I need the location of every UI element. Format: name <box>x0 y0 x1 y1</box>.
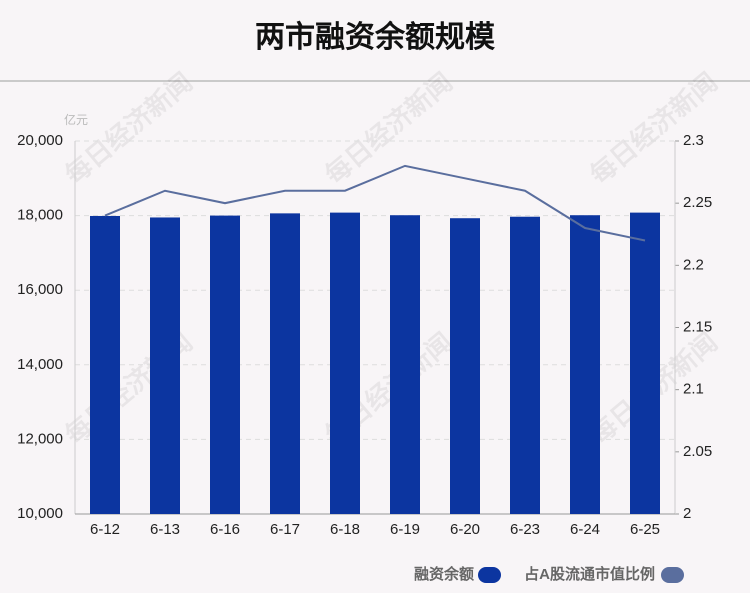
x-tick-label: 6-12 <box>90 521 120 538</box>
x-tick-label: 6-25 <box>630 521 660 538</box>
y2-tick-label: 2.25 <box>683 194 712 211</box>
x-tick-label: 6-24 <box>570 521 600 538</box>
line <box>104 164 646 242</box>
x-tick-label: 6-16 <box>210 521 240 538</box>
y2-tick-label: 2 <box>683 505 691 522</box>
y-tick-label: 16,000 <box>17 281 63 298</box>
y-tick-label: 14,000 <box>17 356 63 373</box>
y-axis-unit: 亿元 <box>64 112 88 127</box>
y2-tick-label: 2.15 <box>683 318 712 335</box>
x-tick-label: 6-17 <box>270 521 300 538</box>
y2-tick-label: 2.05 <box>683 443 712 460</box>
bar <box>510 216 540 514</box>
y2-tick-label: 2.1 <box>683 381 704 398</box>
x-tick-label: 6-13 <box>150 521 180 538</box>
y-tick-label: 10,000 <box>17 505 63 522</box>
legend-label: 融资余额 <box>414 565 474 583</box>
bar <box>570 215 600 515</box>
x-tick-label: 6-19 <box>390 521 420 538</box>
legend-swatch <box>661 567 684 583</box>
y2-tick-label: 2.3 <box>683 132 704 149</box>
x-tick-label: 6-20 <box>450 521 480 538</box>
bar <box>390 215 420 515</box>
bar <box>330 212 360 514</box>
x-tick-label: 6-23 <box>510 521 540 538</box>
chart-title: 两市融资余额规模 <box>255 20 495 54</box>
bar <box>150 217 180 514</box>
bar <box>630 212 660 514</box>
y-tick-label: 12,000 <box>17 430 63 447</box>
legend-label: 占A股流通市值比例 <box>524 565 655 583</box>
y2-tick-label: 2.2 <box>683 256 704 273</box>
bar <box>450 218 480 514</box>
y-tick-label: 20,000 <box>17 132 63 149</box>
legend-swatch <box>478 567 501 583</box>
x-tick-label: 6-18 <box>330 521 360 538</box>
y-tick-label: 18,000 <box>17 207 63 224</box>
bar <box>90 215 120 514</box>
bar <box>210 215 240 514</box>
bar <box>270 213 300 514</box>
